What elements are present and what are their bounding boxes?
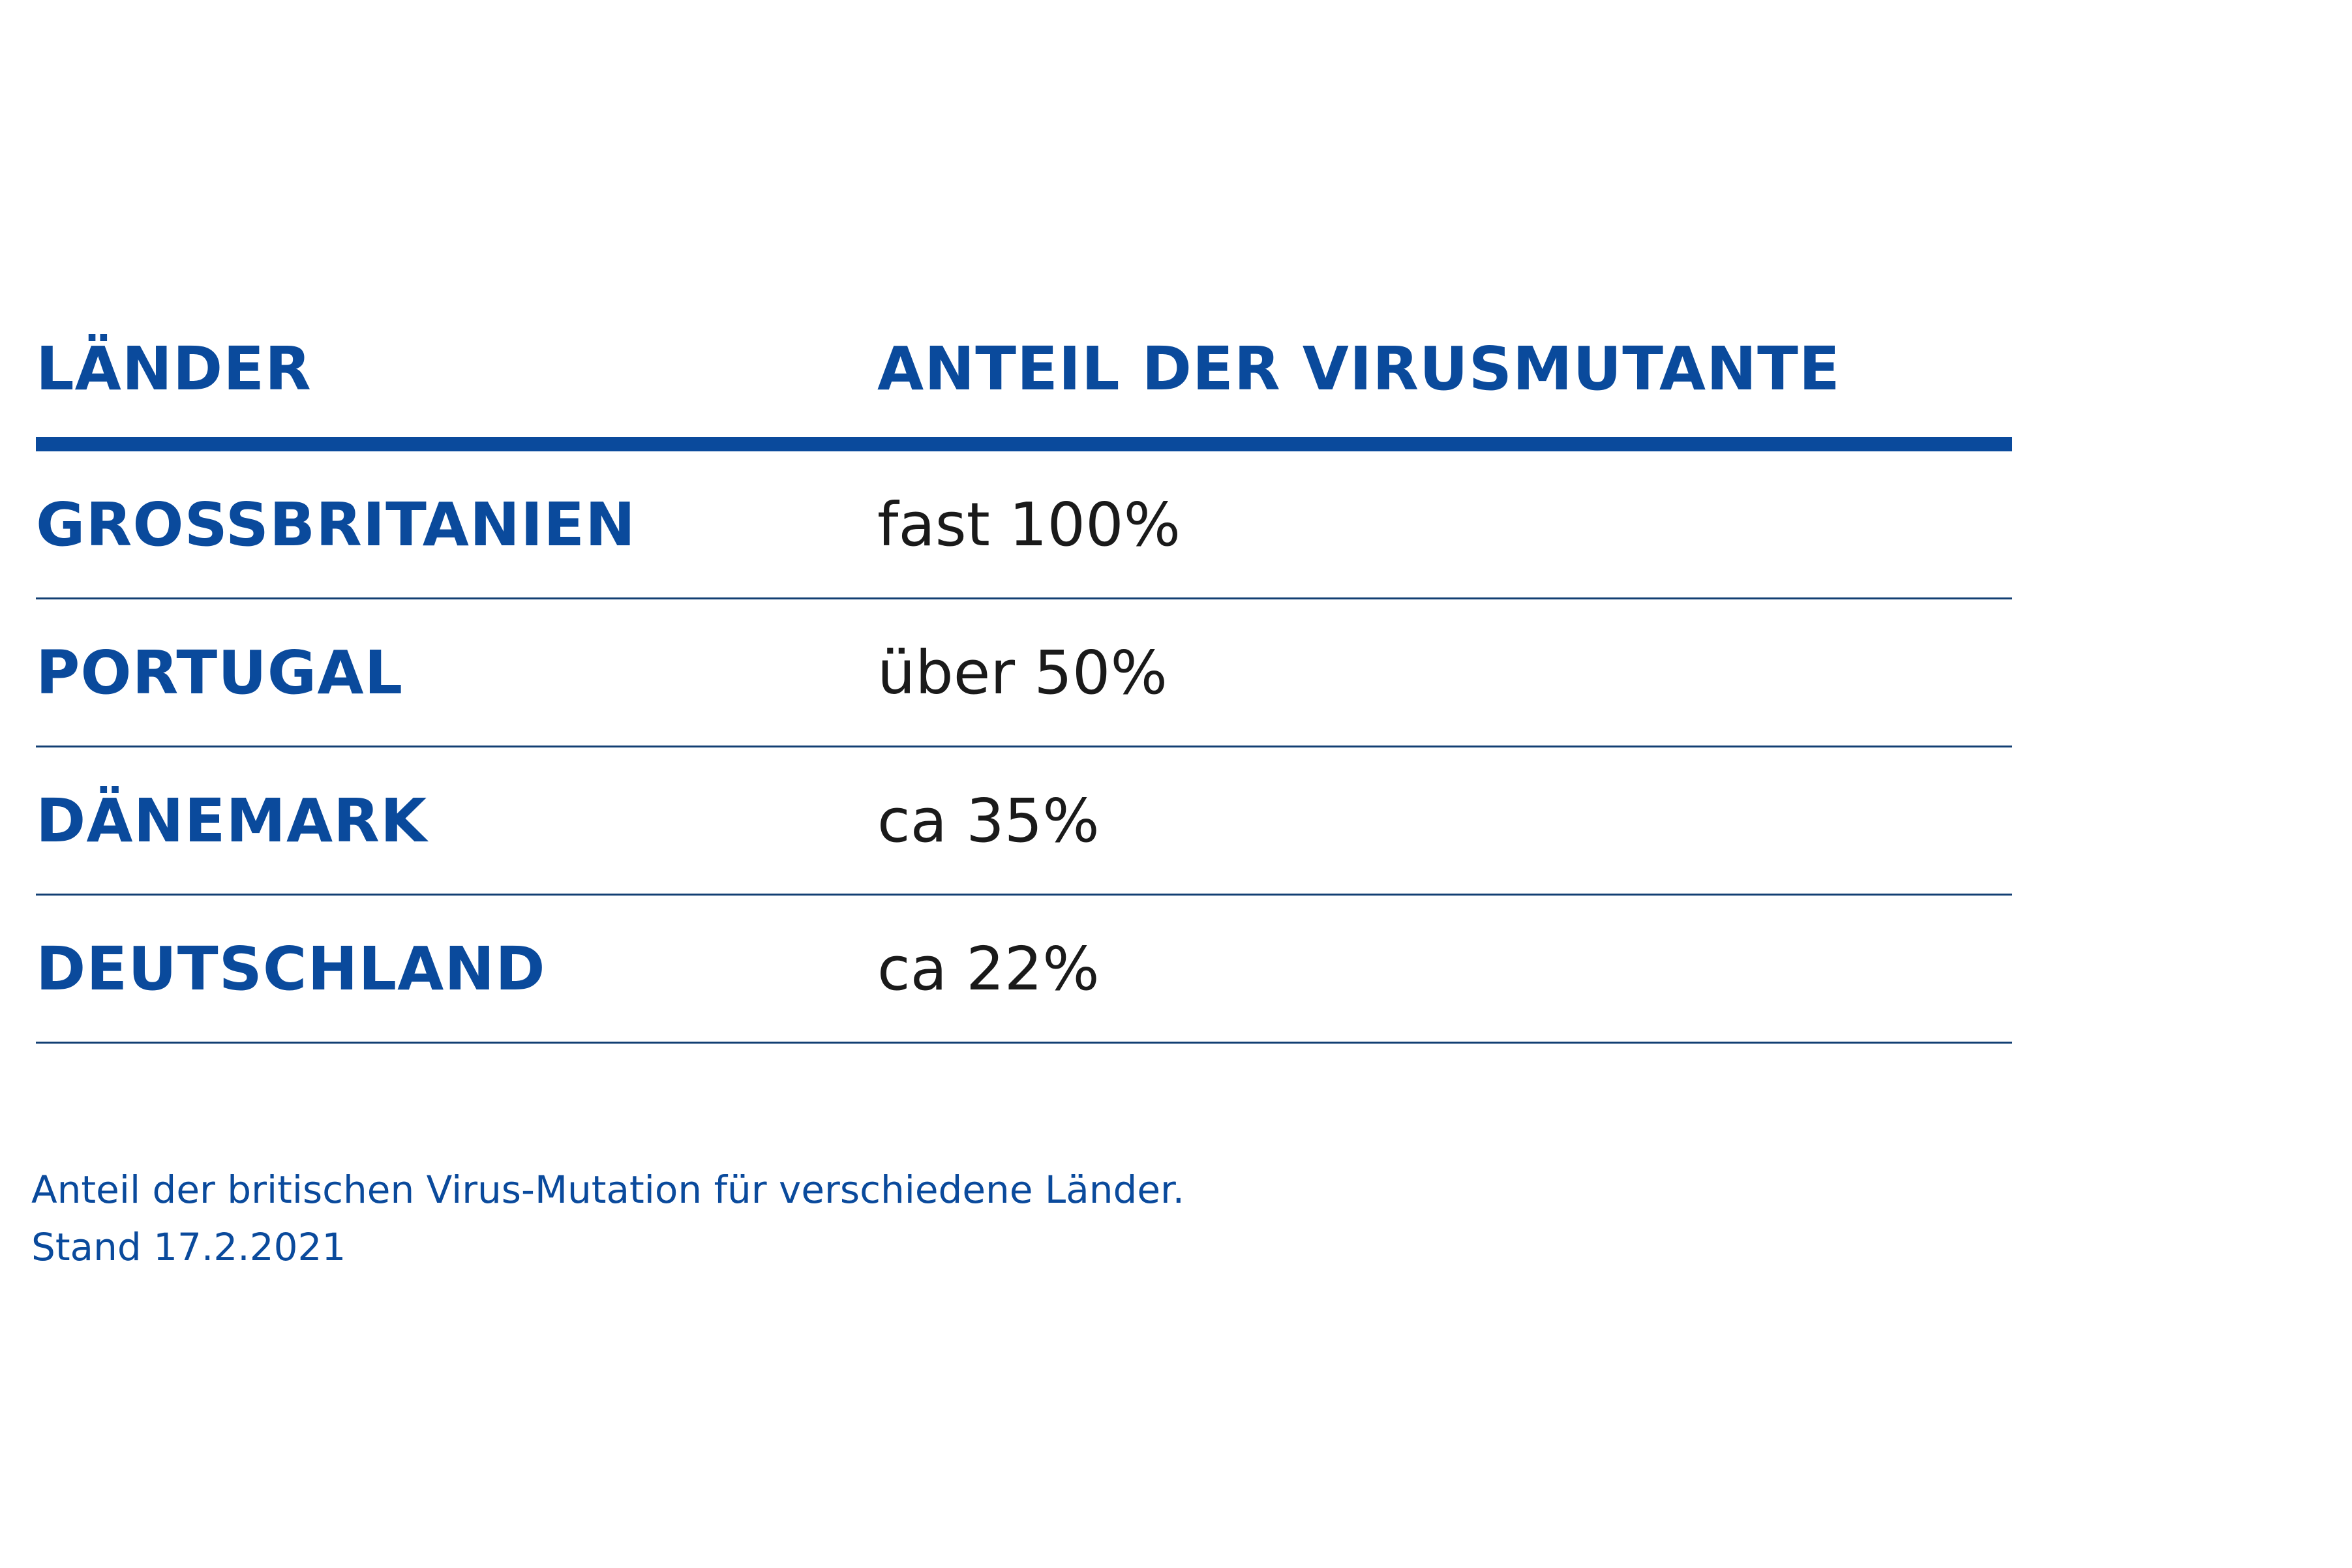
mutation-share-value: ca 35% bbox=[877, 785, 1100, 856]
footnote-caption: Anteil der britischen Virus-Mutation für… bbox=[31, 1168, 1185, 1212]
mutation-share-value: über 50% bbox=[877, 637, 1168, 708]
table-header-row: LÄNDER ANTEIL DER VIRUSMUTANTE bbox=[36, 326, 2012, 451]
country-name: DÄNEMARK bbox=[36, 785, 428, 856]
country-name: GROSSBRITANIEN bbox=[36, 489, 637, 560]
table-row: GROSSBRITANIEN fast 100% bbox=[36, 451, 2012, 599]
footnote-date: Stand 17.2.2021 bbox=[31, 1225, 346, 1269]
country-name: DEUTSCHLAND bbox=[36, 933, 546, 1004]
country-name: PORTUGAL bbox=[36, 637, 404, 708]
table-row: DEUTSCHLAND ca 22% bbox=[36, 896, 2012, 1044]
column-header-share: ANTEIL DER VIRUSMUTANTE bbox=[877, 334, 1841, 404]
column-header-country: LÄNDER bbox=[36, 334, 312, 404]
mutation-share-value: fast 100% bbox=[877, 489, 1181, 560]
mutation-share-table: LÄNDER ANTEIL DER VIRUSMUTANTE GROSSBRIT… bbox=[36, 326, 2012, 1044]
table-row: DÄNEMARK ca 35% bbox=[36, 747, 2012, 896]
table-row: PORTUGAL über 50% bbox=[36, 599, 2012, 747]
mutation-share-value: ca 22% bbox=[877, 933, 1100, 1004]
footnote: Anteil der britischen Virus-Mutation für… bbox=[31, 1161, 1184, 1276]
